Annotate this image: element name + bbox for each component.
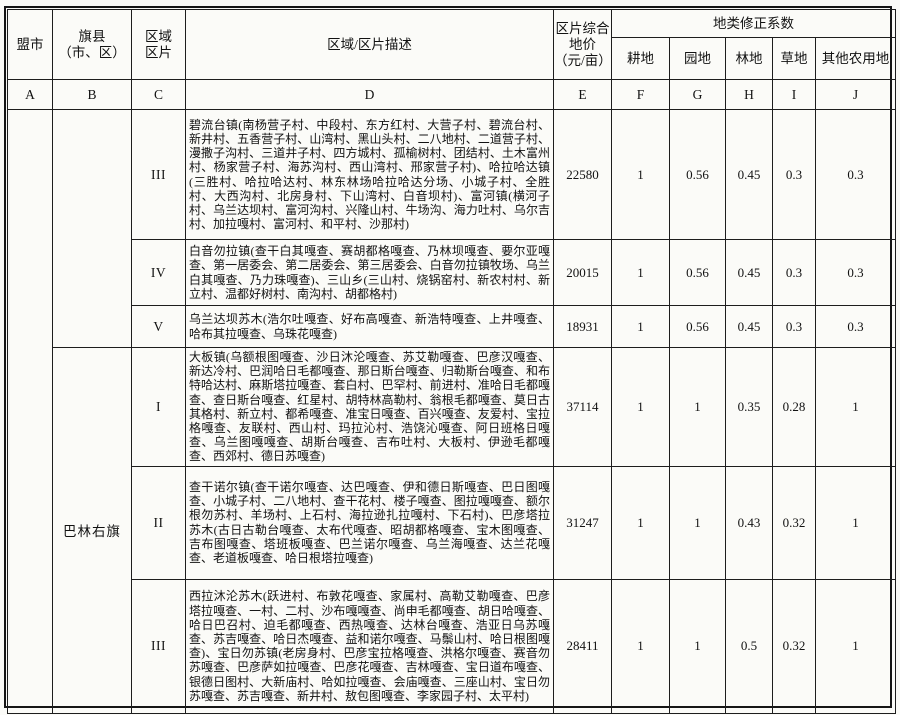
row-3-coef-forest: 0.45 [725,305,773,348]
row-1-coef-garden: 0.56 [669,109,726,240]
row-4-coef-farmland: 1 [611,347,670,467]
col-letter-j: J [814,79,897,110]
row-3-desc: 乌兰达坝苏木(浩尔吐嘎查、好布高嘎查、新浩特嘎查、上井嘎查、哈布其拉嘎查、乌珠花… [185,305,554,348]
row-3-coef-grass: 0.3 [772,305,816,348]
row-1-coef-other: 0.3 [814,109,897,240]
col-letter-c: C [131,79,186,110]
col-letter-f: F [611,79,670,110]
row-1-coef-farmland: 1 [611,109,670,240]
table-row: III 碧流台镇(南杨营子村、中段村、东方红村、大营子村、碧流台村、新井村、五香… [7,109,897,714]
header-price: 区片综合 地价 （元/亩） [553,9,612,80]
row-6-coef-grass: 0.32 [772,578,816,714]
header-coef-farmland: 耕地 [611,37,670,80]
header-banner-line1: 旗县 [78,28,106,44]
header-banner-line2: （市、区） [58,44,126,60]
row-6-coef-garden: 1 [669,578,726,714]
row-2-zone: IV [131,239,186,306]
table-outer-frame: 盟市 旗县 （市、区） 区域 区片 区域/区片描述 区片综合 地价 （元/亩） … [4,6,897,714]
row-1-coef-grass: 0.3 [772,109,816,240]
row-4-coef-garden: 1 [669,347,726,467]
row-6-desc: 西拉沐沦苏木(跃进村、布敦花嘎查、家属村、高勒艾勒嘎查、巴彦塔拉嘎查、一村、二村… [185,578,554,714]
header-coef-grass: 草地 [772,37,816,80]
header-banner: 旗县 （市、区） [52,9,132,80]
row-4-coef-other: 1 [814,347,897,467]
header-price-line1: 区片综合 [555,20,610,36]
row-5-coef-farmland: 1 [611,465,670,580]
row-4-zone: I [131,347,186,467]
row-2-coef-grass: 0.3 [772,239,816,306]
row-5-coef-garden: 1 [669,465,726,580]
table-row: V 乌兰达坝苏木(浩尔吐嘎查、好布高嘎查、新浩特嘎查、上井嘎查、哈布其拉嘎查、乌… [8,305,897,348]
header-coef-group: 地类修正系数 [610,9,897,38]
header-coef-garden: 园地 [669,37,726,80]
row-4-desc: 大板镇(乌额根图嘎查、沙日沐沦嘎查、苏艾勒嘎查、巴彦汉嘎查、新达冷村、巴润哈日毛… [185,347,554,467]
col-letter-a: A [7,79,53,110]
row-2-coef-farmland: 1 [611,239,670,306]
row-5-coef-other: 1 [814,465,897,580]
row-4-coef-forest: 0.35 [725,347,773,467]
col-letter-i: I [772,79,816,110]
row-3-coef-farmland: 1 [611,305,670,348]
row-5-coef-forest: 0.43 [725,465,773,580]
header-zone: 区域 区片 [131,9,186,80]
row-6-coef-farmland: 1 [611,578,670,714]
row-1-price: 22580 [553,109,612,240]
banner-cell-group2: 巴林右旗 [52,347,132,714]
table-row: IV 白音勿拉镇(查干白其嘎查、赛胡都格嘎查、乃林坝嘎查、要尔亚嘎查、第一居委会… [8,239,897,306]
row-6-coef-other: 1 [814,578,897,714]
col-letter-e: E [553,79,612,110]
banner-cell-group1 [52,109,132,348]
column-letter-row: A B C D E F G H I J [7,79,897,110]
table-row: III 西拉沐沦苏木(跃进村、布敦花嘎查、家属村、高勒艾勒嘎查、巴彦塔拉嘎查、一… [8,578,897,714]
table-row: II 查干诺尔镇(查干诺尔嘎查、达巴嘎查、伊和德日斯嘎查、巴日图嘎查、小城子村、… [8,465,897,580]
row-5-price: 31247 [553,465,612,580]
row-2-price: 20015 [553,239,612,306]
row-1-zone: III [131,109,186,240]
row-3-zone: V [131,305,186,348]
row-2-coef-garden: 0.56 [669,239,726,306]
col-letter-d: D [185,79,554,110]
row-6-price: 28411 [553,578,612,714]
row-3-coef-garden: 0.56 [669,305,726,348]
row-1-coef-forest: 0.45 [725,109,773,240]
row-4-coef-grass: 0.28 [772,347,816,467]
row-4-price: 37114 [553,347,612,467]
header-coef-other: 其他农用地 [814,37,897,80]
row-3-coef-other: 0.3 [814,305,897,348]
header-desc: 区域/区片描述 [185,9,554,80]
col-letter-g: G [669,79,726,110]
header-price-line3: （元/亩） [554,52,612,68]
header-coef-forest: 林地 [725,37,773,80]
row-6-coef-forest: 0.5 [725,578,773,714]
row-2-coef-other: 0.3 [814,239,897,306]
row-5-desc: 查干诺尔镇(查干诺尔嘎查、达巴嘎查、伊和德日斯嘎查、巴日图嘎查、小城子村、二八地… [185,465,554,580]
league-cell [7,109,53,714]
row-5-coef-grass: 0.32 [772,465,816,580]
header-zone-line1: 区域 [145,28,172,44]
row-3-price: 18931 [553,305,612,348]
header-zone-line2: 区片 [145,44,172,60]
row-6-zone: III [131,578,186,714]
header-price-line2: 地价 [569,36,596,52]
row-1-desc: 碧流台镇(南杨营子村、中段村、东方红村、大营子村、碧流台村、新井村、五香营子村、… [185,109,554,240]
row-5-zone: II [131,465,186,580]
table-row: 巴林右旗 I 大板镇(乌额根图嘎查、沙日沐沦嘎查、苏艾勒嘎查、巴彦汉嘎查、新达冷… [8,347,897,714]
header-league: 盟市 [7,9,53,80]
row-2-desc: 白音勿拉镇(查干白其嘎查、赛胡都格嘎查、乃林坝嘎查、要尔亚嘎查、第一居委会、第二… [185,239,554,306]
col-letter-h: H [725,79,773,110]
row-2-coef-forest: 0.45 [725,239,773,306]
land-price-table: 盟市 旗县 （市、区） 区域 区片 区域/区片描述 区片综合 地价 （元/亩） … [7,9,897,714]
col-letter-b: B [52,79,132,110]
